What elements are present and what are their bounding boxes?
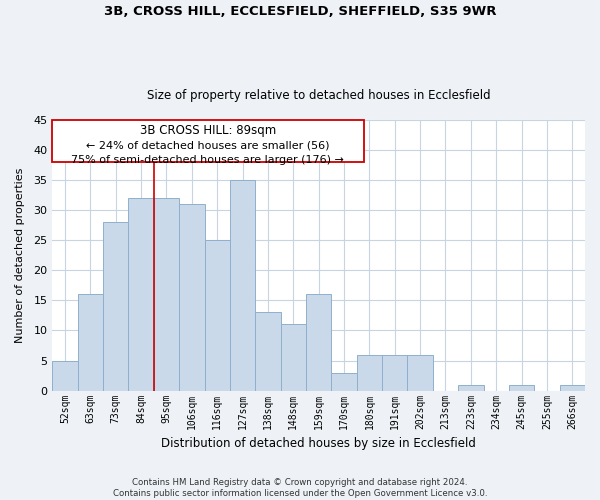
X-axis label: Distribution of detached houses by size in Ecclesfield: Distribution of detached houses by size … — [161, 437, 476, 450]
Bar — [458, 384, 484, 390]
Bar — [357, 354, 382, 390]
Bar — [255, 312, 281, 390]
Y-axis label: Number of detached properties: Number of detached properties — [15, 168, 25, 343]
Bar — [560, 384, 585, 390]
Text: 75% of semi-detached houses are larger (176) →: 75% of semi-detached houses are larger (… — [71, 156, 344, 166]
Bar — [77, 294, 103, 390]
Title: Size of property relative to detached houses in Ecclesfield: Size of property relative to detached ho… — [147, 90, 490, 102]
Text: 3B CROSS HILL: 89sqm: 3B CROSS HILL: 89sqm — [140, 124, 276, 137]
FancyBboxPatch shape — [52, 120, 364, 162]
Bar — [154, 198, 179, 390]
Bar — [331, 372, 357, 390]
Text: ← 24% of detached houses are smaller (56): ← 24% of detached houses are smaller (56… — [86, 140, 329, 150]
Bar — [230, 180, 255, 390]
Bar — [103, 222, 128, 390]
Bar — [179, 204, 205, 390]
Bar — [52, 360, 77, 390]
Bar — [281, 324, 306, 390]
Bar — [306, 294, 331, 390]
Bar — [407, 354, 433, 390]
Bar — [128, 198, 154, 390]
Bar — [205, 240, 230, 390]
Text: 3B, CROSS HILL, ECCLESFIELD, SHEFFIELD, S35 9WR: 3B, CROSS HILL, ECCLESFIELD, SHEFFIELD, … — [104, 5, 496, 18]
Text: Contains HM Land Registry data © Crown copyright and database right 2024.
Contai: Contains HM Land Registry data © Crown c… — [113, 478, 487, 498]
Bar — [382, 354, 407, 390]
Bar — [509, 384, 534, 390]
